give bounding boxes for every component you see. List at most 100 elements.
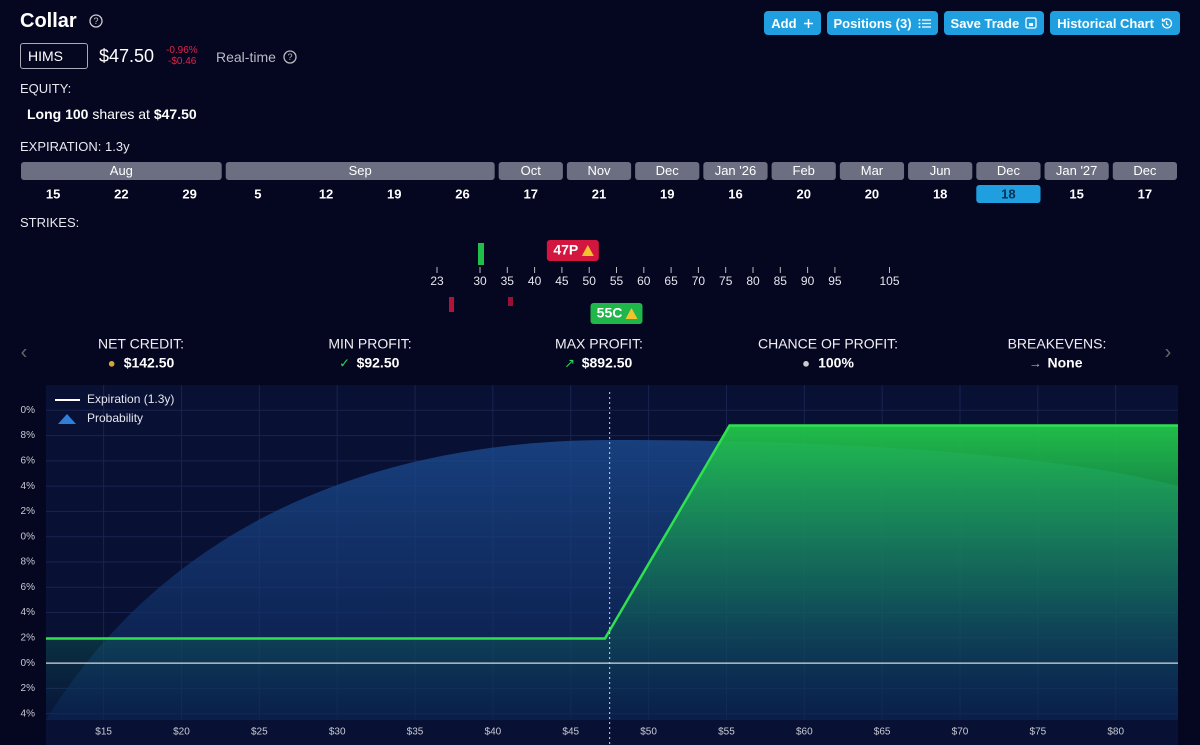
strike-label: 50 <box>583 274 597 288</box>
icon <box>803 18 813 28</box>
next-arrow[interactable]: › <box>1165 341 1172 363</box>
toolbar: Add Positions (3) Save Trade Historical … <box>758 11 1180 35</box>
metric-label: MAX PROFIT: <box>555 336 643 352</box>
metric-value: None <box>1048 355 1083 371</box>
x-tick-label: $75 <box>1030 727 1047 738</box>
selected-day <box>976 185 1041 203</box>
button-label: Positions (3) <box>833 15 912 31</box>
icon <box>918 18 931 28</box>
warning-icon <box>581 245 594 256</box>
x-tick-label: $70 <box>952 727 969 738</box>
price: $47.50 <box>99 46 155 66</box>
volume-bar <box>478 243 484 265</box>
month-label: Nov <box>587 163 611 178</box>
x-tick-label: $55 <box>718 727 735 738</box>
month-bar <box>566 162 632 180</box>
y-tick-label: 6% <box>21 582 36 593</box>
metric-label: BREAKEVENS: <box>1008 336 1107 352</box>
day-label: 29 <box>182 186 196 201</box>
month-bar <box>976 162 1041 180</box>
profit-area <box>46 425 1178 720</box>
month-bar <box>771 162 836 180</box>
volume-bar <box>449 297 454 312</box>
button-label: Add <box>771 15 797 31</box>
strike-label: 35 <box>501 274 515 288</box>
strike-label: 30 <box>473 274 487 288</box>
day-label: 17 <box>1138 186 1152 201</box>
month-bar <box>635 162 700 180</box>
icon <box>1161 17 1173 29</box>
metric-label: CHANCE OF PROFIT: <box>758 336 898 352</box>
y-tick-label: 8% <box>21 557 36 568</box>
day-label: 20 <box>865 186 879 201</box>
change-abs: -$0.46 <box>168 56 197 67</box>
change-pct: -0.96% <box>166 45 198 56</box>
metric-label: MIN PROFIT: <box>328 336 411 352</box>
month-label: Jan '26 <box>715 163 757 178</box>
positions-button[interactable]: Positions (3) <box>826 11 938 35</box>
svg-text:?: ? <box>287 52 292 62</box>
month-label: Mar <box>861 163 884 178</box>
month-bar <box>839 162 905 180</box>
month-bar <box>703 162 768 180</box>
help-icon[interactable]: ? <box>89 14 103 28</box>
day-label: 18 <box>933 186 947 201</box>
strike-label: 70 <box>692 274 706 288</box>
x-tick-label: $35 <box>407 727 424 738</box>
x-tick-label: $20 <box>173 727 190 738</box>
volume-bar <box>508 297 513 306</box>
y-tick-label: 2% <box>21 683 36 694</box>
month-label: Jun <box>930 163 951 178</box>
month-label: Sep <box>349 163 372 178</box>
month-label: Dec <box>656 163 680 178</box>
y-tick-label: 0% <box>21 531 36 542</box>
y-tick-label: 8% <box>21 430 36 441</box>
equity-text: shares at <box>92 106 150 122</box>
y-tick-label: 4% <box>21 481 36 492</box>
y-tick-label: 2% <box>21 506 36 517</box>
day-label: 19 <box>387 186 401 201</box>
day-label: 15 <box>1069 186 1083 201</box>
icon <box>1025 17 1037 29</box>
strike-label: 80 <box>746 274 760 288</box>
prev-arrow[interactable]: ‹ <box>21 341 28 363</box>
y-tick-label: 0% <box>21 658 36 669</box>
month-label: Oct <box>521 163 542 178</box>
day-label: 18 <box>1001 186 1015 201</box>
add-button[interactable]: Add <box>764 11 821 35</box>
metric-icon: ✓ <box>339 355 350 370</box>
x-tick-label: $60 <box>796 727 813 738</box>
equity-label: EQUITY: <box>20 81 72 96</box>
month-label: Dec <box>1133 163 1157 178</box>
legend-label: Expiration (1.3y) <box>87 392 174 406</box>
day-label: 16 <box>728 186 742 201</box>
expiration-label: EXPIRATION: 1.3y <box>20 139 130 154</box>
legend-swatch <box>58 414 76 424</box>
month-bar <box>1044 162 1109 180</box>
button-label: Save Trade <box>950 15 1020 31</box>
equity-price: $47.50 <box>153 106 197 122</box>
realtime: Real-time <box>216 49 276 65</box>
call-label: 55C <box>597 305 623 321</box>
day-label: 26 <box>455 186 469 201</box>
historical-button[interactable]: Historical Chart <box>1050 11 1180 35</box>
save-button[interactable]: Save Trade <box>943 11 1045 35</box>
legend-label: Probability <box>87 411 143 425</box>
month-bar <box>498 162 563 180</box>
day-label: 5 <box>254 186 261 201</box>
strike-label: 45 <box>555 274 569 288</box>
y-tick-label: 6% <box>21 455 36 466</box>
x-tick-label: $80 <box>1107 727 1124 738</box>
month-bar <box>1112 162 1177 180</box>
ticker-input[interactable]: HIMS <box>20 43 88 69</box>
title: Collar <box>20 10 77 32</box>
metric-icon: → <box>1029 355 1042 370</box>
equity-line: Long 100 shares at $47.50 <box>27 106 197 122</box>
x-tick-label: $65 <box>874 727 891 738</box>
help-icon[interactable]: ? <box>283 50 297 64</box>
month-label: Jan '27 <box>1056 163 1098 178</box>
day-label: 17 <box>524 186 538 201</box>
strike-label: 23 <box>430 274 444 288</box>
strike-label: 55 <box>610 274 624 288</box>
metric-icon: ↗ <box>564 355 575 370</box>
